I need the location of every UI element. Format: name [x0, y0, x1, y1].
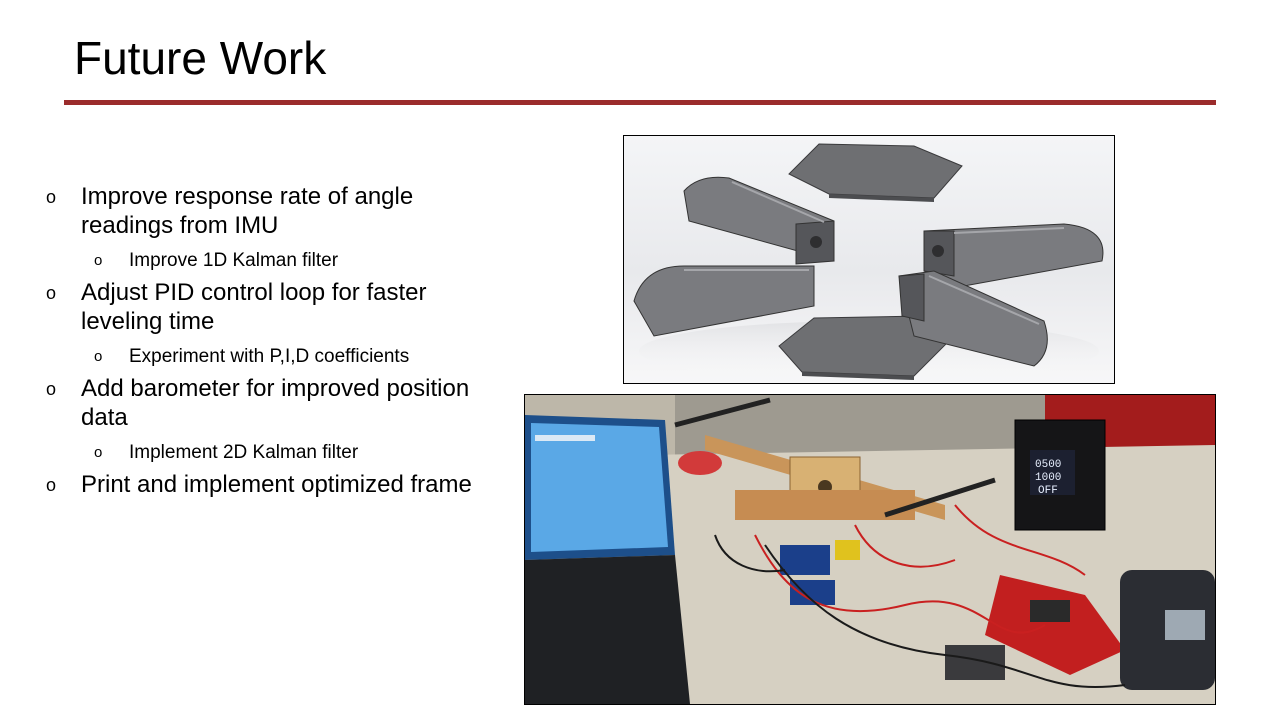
frame-cad-illustration: [633, 143, 1104, 381]
bullet-text: Print and implement optimized frame: [81, 471, 472, 498]
sub-bullet-marker: o: [94, 348, 103, 365]
slide-title: Future Work: [74, 32, 327, 84]
bullet-text: Add barometer for improved position data: [81, 375, 470, 431]
bullet-list: o Improve response rate of angle reading…: [40, 182, 510, 499]
sub-bullet-text: Improve 1D Kalman filter: [129, 250, 339, 271]
bullet-item: o Improve response rate of angle reading…: [40, 182, 510, 240]
bullet-marker: o: [46, 475, 57, 495]
sub-bullet-item: o Implement 2D Kalman filter: [40, 440, 510, 466]
bullet-marker: o: [46, 187, 57, 207]
bullet-item: o Print and implement optimized frame: [40, 470, 510, 499]
sub-bullet-marker: o: [94, 252, 103, 269]
sub-bullet-item: o Experiment with P,I,D coefficients: [40, 344, 510, 370]
svg-text:1000: 1000: [1035, 472, 1061, 484]
test-bench-photo: 0500 1000 OFF: [524, 394, 1216, 705]
title-divider: [64, 100, 1216, 105]
bullet-item: o Adjust PID control loop for faster lev…: [40, 278, 510, 336]
sub-bullet-item: o Improve 1D Kalman filter: [40, 248, 510, 274]
sub-bullet-marker: o: [94, 444, 103, 461]
bullet-marker: o: [46, 283, 57, 303]
sub-bullet-text: Experiment with P,I,D coefficients: [129, 346, 410, 367]
bullet-item: o Add barometer for improved position da…: [40, 374, 510, 432]
bullet-marker: o: [46, 379, 57, 399]
svg-text:OFF: OFF: [1038, 485, 1058, 497]
bullet-text: Improve response rate of angle readings …: [81, 183, 414, 239]
frame-cad-render: [623, 135, 1115, 384]
sub-bullet-text: Implement 2D Kalman filter: [129, 442, 359, 463]
bullet-text: Adjust PID control loop for faster level…: [81, 279, 427, 335]
psu-display: 0500: [1035, 459, 1061, 471]
test-bench-illustration: 0500 1000 OFF: [525, 395, 1215, 704]
